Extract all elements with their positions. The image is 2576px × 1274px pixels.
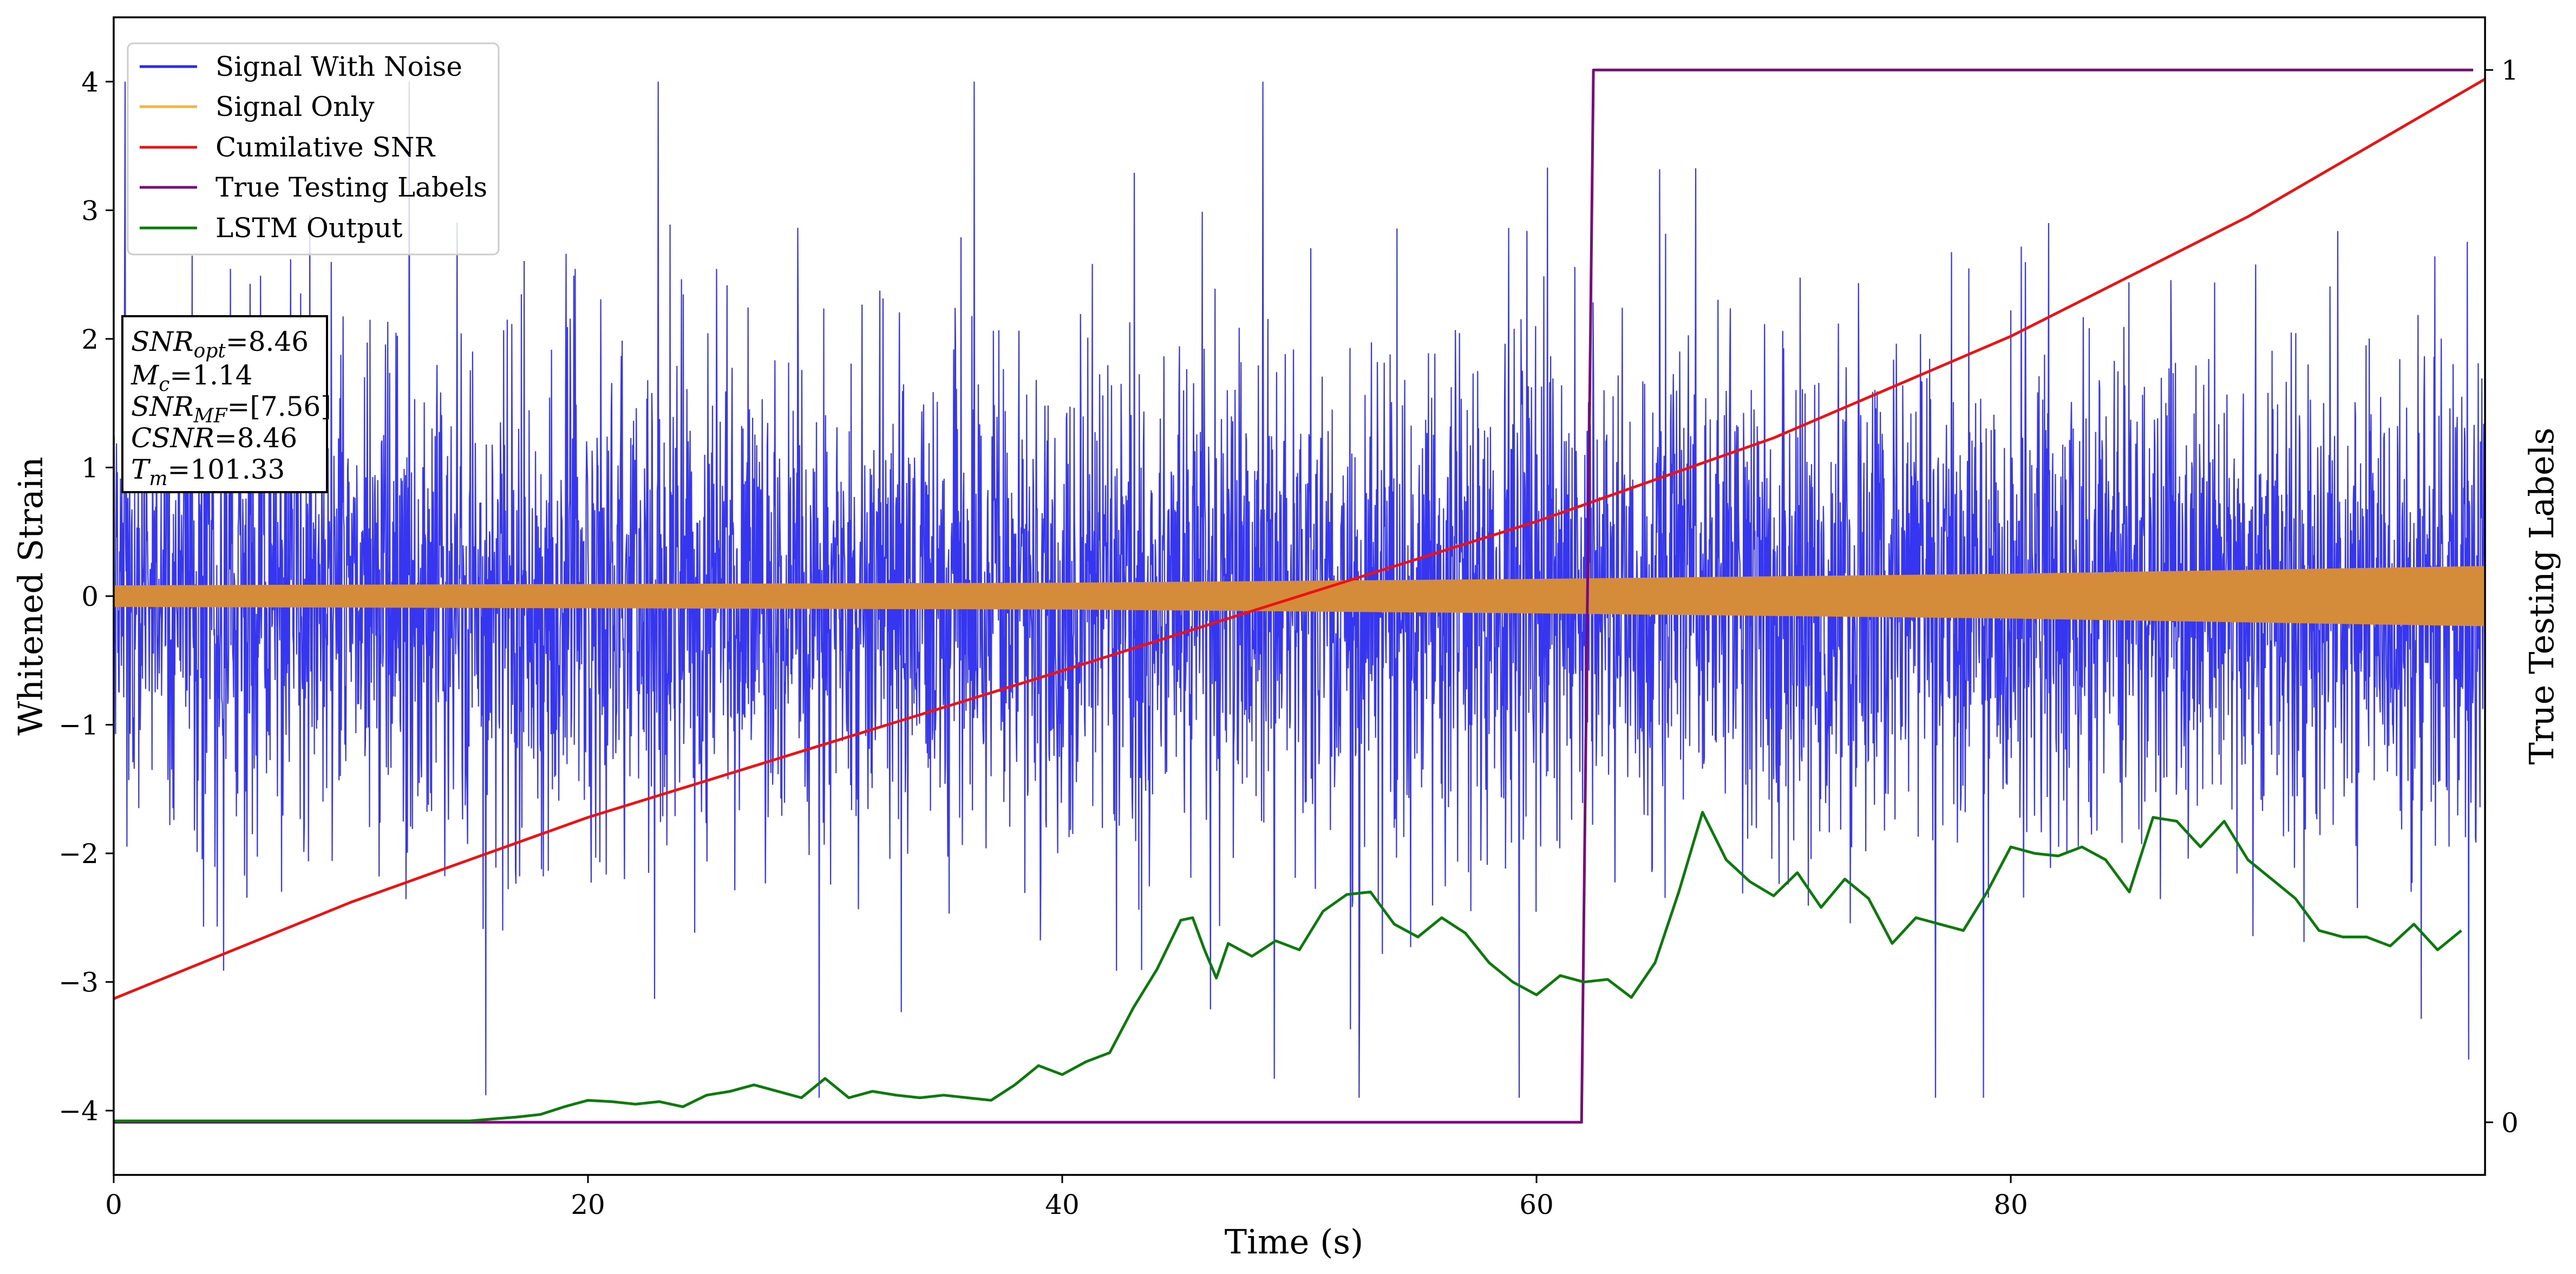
y-tick-label-1: 1 [81,452,99,484]
x-tick-label-40: 40 [1045,1189,1080,1220]
series-line-true-testing-labels [114,68,2474,1124]
y-tick-label-2: 2 [81,324,99,355]
series-line-cumilative-snr [114,77,2485,1000]
x-tick-label-0: 0 [105,1189,122,1220]
y-right-tick-label-0: 0 [2501,1107,2519,1139]
annotation-line-tm: Tm=101.33 [131,454,285,490]
y-tick-label-4: 4 [81,67,99,98]
y-tick-label-3: 3 [81,195,99,226]
y-axis-label-right: True Testing Labels [2522,428,2561,765]
legend-label-signal-with-noise: Signal With Noise [215,51,462,82]
x-tick-label-60: 60 [1519,1189,1554,1220]
y-right-tick-label-1: 1 [2501,55,2519,86]
annotation-line-snr-opt: SNRopt=8.46 [131,326,309,362]
legend: Signal With Noise Signal Only Cumilative… [127,42,500,256]
x-tick-label-20: 20 [571,1189,605,1220]
y-tick-label--2: −2 [58,838,99,870]
y-tick-label-0: 0 [81,581,99,612]
y-axis-label: Whitened Strain [11,457,50,736]
annotation-line-csnr: CSNR=8.46 [131,422,297,454]
y-tick-label--1: −1 [58,710,99,741]
x-axis-label: Time (s) [1225,1222,1364,1262]
legend-box [127,42,500,256]
series-line-lstm-output [114,811,2462,1122]
legend-label-lstm-output: LSTM Output [215,212,402,244]
legend-label-cumilative-snr: Cumilative SNR [215,132,435,163]
annotation-line-mc: Mc=1.14 [130,360,253,396]
annotation-box: SNRopt=8.46 Mc=1.14 SNRMF=[7.56] CSNR=8.… [121,315,331,493]
annotation-frame [121,315,328,493]
x-tick-label-80: 80 [1993,1189,2028,1220]
legend-label-true-testing-labels: True Testing Labels [215,172,487,203]
series-layer [114,68,2485,1124]
y-tick-label--3: −3 [58,967,99,998]
y-tick-label--4: −4 [58,1095,99,1127]
legend-label-signal-only: Signal Only [215,91,375,122]
annotation-line-snr-mf: SNRMF=[7.56] [131,391,331,427]
